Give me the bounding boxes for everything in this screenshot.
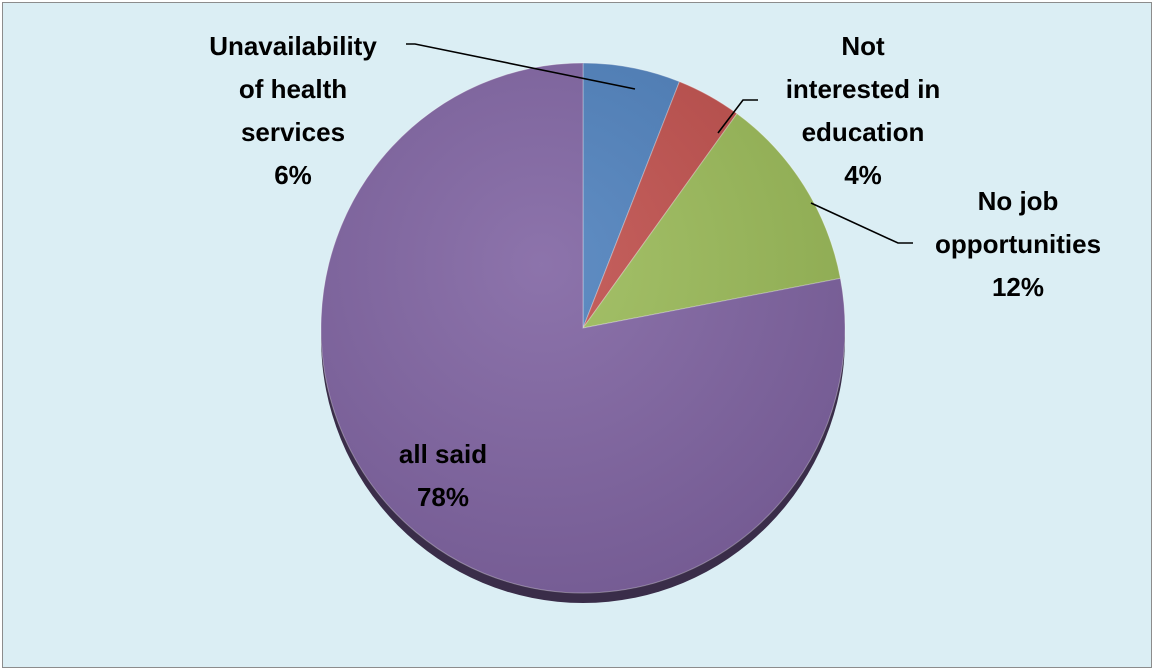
leader-line-2 [810, 202, 913, 244]
slice-percent-label-1: 4% [844, 160, 882, 190]
slice-percent-label-0: 6% [274, 160, 312, 190]
slice-labels: Unavailability of health services 6% Not inte… [209, 31, 1101, 512]
slice-name-label-0: of health [239, 74, 347, 104]
slice-name-label-1: interested in [786, 74, 941, 104]
slice-name-label-2: No job [978, 186, 1059, 216]
pie-slices [320, 62, 846, 603]
slice-name-label-1: Not [841, 31, 885, 61]
slice-name-label-0: Unavailability [209, 31, 377, 61]
leader-lines [406, 43, 913, 244]
slice-name-label-2: opportunities [935, 229, 1101, 259]
pie-chart: Unavailability of health services 6% Not inte… [3, 3, 1151, 667]
slice-name-label-3: all said [399, 439, 487, 469]
slice-name-label-0: services [241, 117, 345, 147]
slice-percent-label-3: 78% [417, 482, 469, 512]
slice-percent-label-2: 12% [992, 272, 1044, 302]
leader-line-0 [406, 43, 636, 90]
leader-line-1 [717, 99, 758, 134]
slice-name-label-1: education [802, 117, 925, 147]
